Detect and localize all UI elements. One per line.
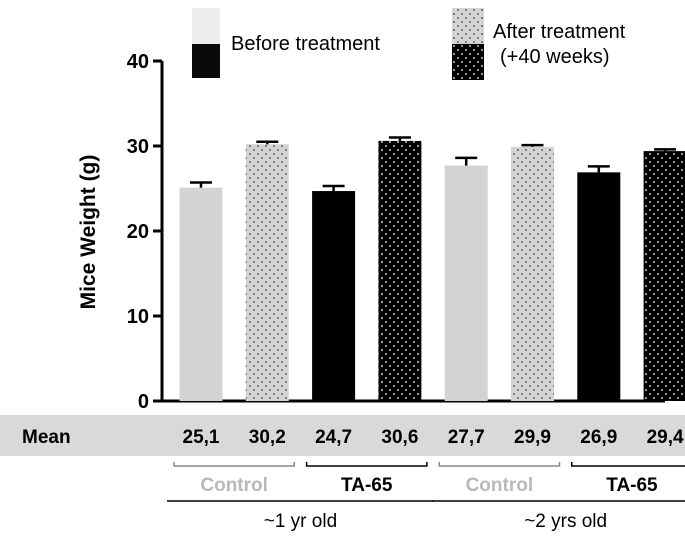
mean-row-label: Mean (22, 427, 71, 448)
legend-label-after-line2: (+40 weeks) (500, 46, 610, 68)
legend-swatch-before-light (192, 8, 220, 44)
treatment-bracket (438, 462, 561, 467)
legend-label-before: Before treatment (231, 33, 380, 55)
legend-swatch-after-dark (452, 44, 484, 80)
mean-value: 26,9 (580, 427, 617, 448)
y-axis: 0 10 20 30 40 Mice Weight (g) (77, 51, 164, 413)
age-label: ~2 yrs old (524, 511, 607, 532)
bar (245, 144, 289, 402)
mean-value: 27,7 (448, 427, 485, 448)
y-ticks: 0 10 20 30 40 (127, 51, 162, 413)
age-groups: ~1 yr old ~2 yrs old (167, 500, 685, 532)
bars (179, 136, 685, 402)
legend-swatch-after-light (452, 8, 484, 44)
mean-values: 25,1 30,2 24,7 30,6 27,7 29,9 26,9 29,4 (183, 427, 685, 448)
treatment-label: TA-65 (341, 475, 393, 496)
bar (444, 165, 488, 401)
mean-value: 24,7 (315, 427, 352, 448)
treatment-bracket (571, 462, 685, 467)
legend: Before treatment After treatment (+40 we… (192, 8, 631, 80)
y-tick-label: 20 (127, 221, 149, 243)
mean-value: 29,4 (647, 427, 684, 448)
bar (378, 140, 422, 401)
age-label: ~1 yr old (264, 511, 337, 532)
legend-label-after-line1: After treatment (493, 21, 626, 43)
mean-value: 29,9 (514, 427, 551, 448)
y-tick-label: 40 (127, 51, 149, 73)
y-axis-title: Mice Weight (g) (77, 155, 100, 310)
legend-swatch-before-dark (192, 44, 220, 78)
treatment-bracket (173, 462, 296, 467)
bar (643, 151, 685, 401)
mean-value: 25,1 (183, 427, 220, 448)
y-tick-label: 0 (138, 391, 149, 413)
bar (511, 146, 554, 401)
treatment-label: TA-65 (606, 475, 658, 496)
y-tick-label: 30 (127, 136, 149, 158)
mean-value: 30,2 (249, 427, 286, 448)
treatment-label: Control (200, 475, 268, 496)
y-tick-label: 10 (127, 306, 149, 328)
treatment-bracket (305, 462, 428, 467)
bar (312, 191, 356, 401)
treatment-label: Control (466, 475, 534, 496)
legend-label-after: After treatment (+40 weeks) (493, 21, 631, 68)
bar (577, 172, 621, 401)
mean-row-band (0, 415, 685, 456)
mean-value: 30,6 (381, 427, 418, 448)
treatment-groups: Control TA-65 Control TA-65 (173, 462, 685, 496)
bar (179, 187, 223, 401)
